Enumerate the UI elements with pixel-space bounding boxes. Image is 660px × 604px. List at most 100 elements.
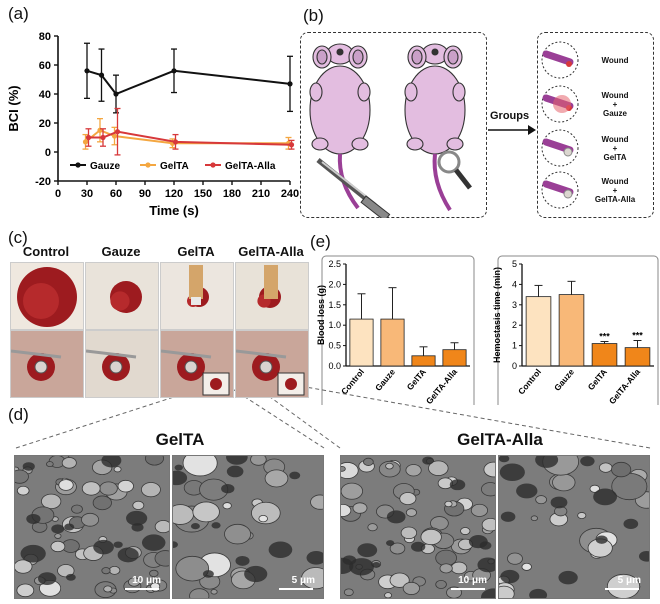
bleeding-photo [235, 330, 309, 398]
sem-title-gelta: GelTA [155, 430, 205, 449]
mouse-cut-illustration [404, 43, 466, 212]
y-tick-label: 3 [512, 300, 517, 310]
y-tick-label: 0 [45, 147, 51, 159]
panel-label-c: (c) [8, 228, 28, 247]
y-tick-label: 4 [512, 279, 517, 289]
y-tick-label: 5 [512, 259, 517, 269]
y-tick-label: 0 [512, 361, 517, 371]
sem-micrograph: 10 μm [14, 455, 170, 599]
scale-bar-line [125, 588, 159, 590]
y-axis-title: Blood loss (g) [316, 285, 326, 345]
group-item: Wound [540, 40, 650, 80]
bleeding-photo [10, 330, 84, 398]
x-tick-label: 60 [110, 188, 122, 200]
data-point [171, 68, 177, 74]
group-label: Wound + GelTA-Alla [594, 176, 636, 204]
x-tick-label: 240 [281, 188, 299, 200]
x-tick-label: 150 [194, 188, 212, 200]
bleeding-photo [160, 330, 234, 398]
series-line-gauze [86, 69, 291, 96]
data-point [85, 134, 92, 141]
tail-wound-icon [541, 129, 579, 167]
x-tick-label: 210 [252, 188, 270, 200]
sem-micrograph: 5 μm [172, 455, 324, 599]
bleeding-photo [160, 262, 234, 330]
groups-label: Groups [490, 110, 530, 122]
legend-label: GelTA [160, 161, 189, 172]
y-tick-label: 0.0 [328, 361, 341, 371]
data-point [172, 139, 179, 145]
y-tick-label: 1.0 [328, 320, 341, 330]
scale-bar-label: 5 μm [291, 575, 315, 586]
data-point [113, 91, 119, 97]
y-tick-label: 2.5 [328, 259, 341, 269]
bleeding-photo [10, 262, 84, 330]
chart-frame [497, 255, 659, 405]
data-point [287, 81, 293, 87]
tail-wound-icon [541, 85, 579, 123]
bar-gauze [558, 294, 585, 367]
sem-title-gelta-alla: GelTA-Alla [457, 430, 543, 449]
bar-control [349, 318, 374, 367]
data-point [100, 134, 106, 141]
mouse-scissors-illustration [309, 43, 371, 210]
legend-label: Gauze [90, 161, 120, 172]
data-point [98, 72, 105, 78]
group-label: Wound [601, 55, 629, 65]
tail-wound-icon [541, 41, 579, 79]
panel-label-d: (d) [8, 405, 29, 424]
scale-bar-label: 10 μm [458, 575, 487, 586]
data-point [111, 133, 118, 139]
panel-label-a: (a) [8, 4, 29, 23]
bar-gelta-alla [624, 347, 651, 367]
x-tick-label: 30 [81, 188, 93, 200]
data-point [288, 142, 295, 148]
data-point [84, 68, 90, 74]
x-axis-title: Time (s) [149, 203, 199, 218]
y-tick-label: 1.5 [328, 300, 341, 310]
bar-control [525, 296, 552, 367]
bleeding-photo [85, 330, 159, 398]
scale-bar-label: 5 μm [617, 575, 641, 586]
y-tick-label: 2 [512, 320, 517, 330]
bleeding-photo [85, 262, 159, 330]
group-label: Wound + Gauze [601, 90, 629, 118]
tail-wound-icon [541, 171, 579, 209]
y-axis-title: BCI (%) [6, 85, 21, 131]
y-tick-label: 2.0 [328, 279, 341, 289]
bci-line-chart: -20 0 20 40 60 80 0 30 60 90 120 150 180 210 240 Time (… [6, 31, 299, 218]
x-tick-label: 0 [55, 188, 61, 200]
y-axis-title: Hemostasis time (min) [492, 267, 502, 363]
group-item: Wound + Gauze [540, 84, 650, 124]
data-point [114, 129, 121, 135]
x-tick-label: 90 [139, 188, 151, 200]
photo-column-header: GelTA [177, 244, 215, 259]
bar-gelta-alla [442, 349, 467, 367]
bleeding-photo [235, 262, 309, 330]
y-tick-label: 1 [512, 341, 517, 351]
group-label: Wound + GelTA [601, 134, 629, 162]
groups-box [537, 32, 654, 218]
y-tick-label: 20 [39, 118, 51, 130]
magnifier-icon [437, 150, 472, 190]
groups-arrow [488, 125, 536, 135]
group-item: Wound + GelTA-Alla [540, 170, 650, 210]
photo-column-header: Control [22, 244, 70, 259]
data-point [82, 139, 89, 145]
photo-column-header: Gauze [101, 244, 141, 259]
scale-bar-line [451, 588, 485, 590]
y-tick-label: 0.5 [328, 341, 341, 351]
group-item: Wound + GelTA [540, 128, 650, 168]
legend-label: GelTA-Alla [225, 161, 276, 172]
bar-gelta [591, 343, 618, 367]
panel-label-e: (e) [310, 232, 331, 251]
scale-bar-line [279, 588, 313, 590]
legend-marker [75, 162, 81, 168]
y-tick-label: 40 [39, 89, 51, 101]
x-tick-label: 120 [165, 188, 183, 200]
bar-gauze [380, 318, 405, 367]
y-tick-label: 80 [39, 31, 51, 43]
scissors-icon [316, 158, 391, 218]
